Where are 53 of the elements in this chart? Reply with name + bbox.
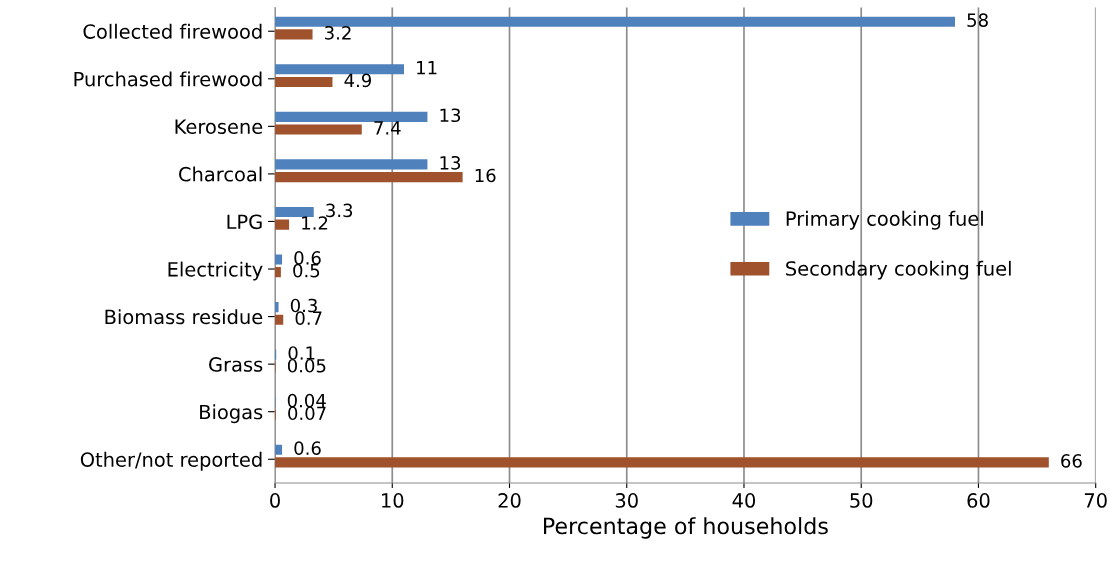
x-tick-label: 40	[732, 493, 756, 508]
data-label: 0.7	[295, 311, 322, 325]
bar	[275, 457, 1049, 468]
y-tick-label: Kerosene	[175, 119, 263, 135]
data-label: 3.2	[325, 25, 351, 40]
data-label: 0.5	[293, 263, 320, 278]
x-tick-label: 10	[382, 493, 404, 508]
bar	[275, 16, 956, 27]
x-tick-label: 30	[615, 493, 638, 508]
bar	[275, 159, 428, 170]
data-label: 13	[440, 108, 461, 123]
x-tick-label: 60	[967, 493, 990, 508]
data-label: 0.6	[294, 251, 321, 265]
bar	[275, 206, 314, 218]
bar	[275, 124, 362, 135]
x-tick-label: 20	[498, 493, 521, 508]
data-label: 0.07	[288, 406, 326, 421]
data-label: 1.2	[302, 216, 328, 230]
data-label: 16	[475, 168, 496, 183]
data-label: 11	[417, 61, 437, 75]
data-label: 0.1	[288, 346, 315, 360]
x-tick-label: 70	[1084, 493, 1107, 508]
data-label: 0.05	[287, 358, 326, 373]
data-label: 0.3	[290, 298, 317, 313]
y-tick-label: Biomass residue	[105, 309, 263, 325]
y-tick-label: Charcoal	[179, 166, 262, 182]
y-tick-label: Biogas	[200, 404, 263, 424]
data-label: 66	[1061, 454, 1082, 468]
data-label: 0.04	[287, 393, 326, 408]
y-tick-label: Collected firewood	[83, 23, 262, 39]
y-tick-label: Purchased firewood	[74, 71, 262, 87]
bar	[275, 29, 313, 40]
bar	[275, 172, 463, 183]
legend-label: Primary cooking fuel	[786, 210, 983, 230]
bar	[275, 219, 290, 230]
data-label: 4.9	[344, 73, 372, 88]
data-label: 3.3	[326, 203, 353, 218]
y-tick-label: Grass	[209, 357, 263, 372]
data-label: 58	[967, 13, 988, 27]
x-tick-label: 50	[850, 493, 873, 508]
data-label: 7.4	[374, 121, 401, 135]
bar	[275, 111, 428, 122]
legend-label: Secondary cooking fuel	[786, 260, 1011, 280]
data-label: 0.6	[294, 441, 321, 455]
bar	[275, 76, 333, 88]
y-tick-label: Other/not reported	[80, 451, 262, 471]
x-axis-title: Percentage of households	[544, 517, 828, 539]
y-tick-label: Electricity	[168, 261, 263, 281]
x-tick-label: 0	[270, 493, 280, 508]
bar	[275, 64, 404, 75]
bar	[275, 254, 283, 265]
y-tick-label: LPG	[227, 214, 262, 230]
data-label: 13	[440, 155, 461, 170]
